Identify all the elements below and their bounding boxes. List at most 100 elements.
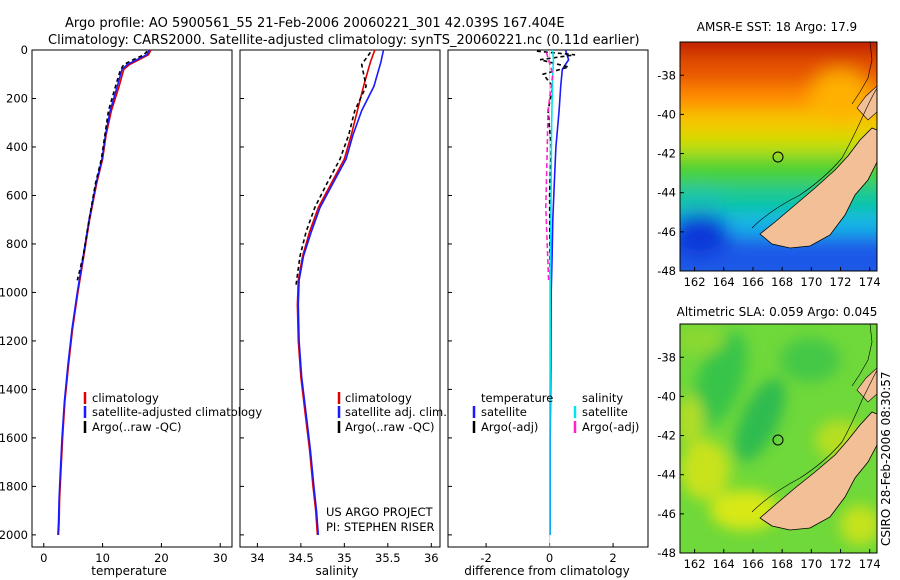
sst-argo-marker xyxy=(772,151,784,163)
temperature-series-argo-raw-qc xyxy=(76,50,148,281)
legend-label-argo: Argo(..raw -QC) xyxy=(345,420,435,434)
sst-lon-label: 166 xyxy=(742,275,764,289)
sst-lon-label: 164 xyxy=(713,275,735,289)
difference-series-salinity-argo-adj xyxy=(544,52,554,281)
difference-axes xyxy=(447,49,649,548)
salinity-xlabel: salinity xyxy=(315,564,358,578)
salinity-legend: climatology satellite adj. clim. Argo(..… xyxy=(337,391,447,434)
difference-series-temperature-argo-adj xyxy=(536,50,576,281)
temperature-xtick-label: 20 xyxy=(154,551,169,565)
sla-lon-label: 166 xyxy=(742,557,764,571)
sla-map-frame xyxy=(679,323,878,554)
temperature-axes xyxy=(31,49,233,548)
salinity-series-satellite-adj-clim xyxy=(297,49,385,535)
sla-north-contour xyxy=(851,324,873,387)
temperature-plot: 0 200 400 600 800 1000 1200 1400 1600 1800 2000 0 10… xyxy=(0,43,228,565)
difference-xtick-label: 0 xyxy=(546,551,553,565)
temperature-ytick-label: 1800 xyxy=(0,479,28,493)
difference-legend: temperature satellite Argo(-adj) salinit… xyxy=(472,391,639,434)
salinity-series-argo-raw-qc xyxy=(294,51,372,288)
sla-lat-label: -38 xyxy=(657,350,676,364)
difference-plot: -2 0 2 xyxy=(448,49,617,565)
sla-north-island xyxy=(856,367,877,403)
temperature-ytick-label: 1200 xyxy=(0,334,28,348)
salinity-xtick-label: 35.5 xyxy=(375,551,401,565)
legend-label-satellite: satellite-adjusted climatology xyxy=(92,405,262,419)
sla-lat-label: -46 xyxy=(657,507,676,521)
salinity-xtick-label: 35 xyxy=(337,551,352,565)
sst-lon-label: 168 xyxy=(771,275,793,289)
sla-map-title: Altimetric SLA: 0.059 Argo: 0.045 xyxy=(677,305,878,319)
sst-south-island xyxy=(759,127,877,249)
temperature-ytick-label: 400 xyxy=(6,140,28,154)
sla-lon-label: 162 xyxy=(684,557,706,571)
salinity-xtick-label: 36 xyxy=(424,551,439,565)
sla-lon-label: 168 xyxy=(771,557,793,571)
legend-label-temp-satellite: satellite xyxy=(481,405,527,419)
sla-lat-label: -40 xyxy=(657,389,676,403)
temperature-ytick-label: 2000 xyxy=(0,528,28,542)
sst-lat-label: -38 xyxy=(657,68,676,82)
sla-lon-label: 174 xyxy=(859,557,881,571)
salinity-axes xyxy=(239,49,441,548)
temperature-ytick-label: 1600 xyxy=(0,431,28,445)
sla-lon-label: 172 xyxy=(830,557,852,571)
temperature-xlabel: temperature xyxy=(91,564,166,578)
legend-label-climatology: climatology xyxy=(345,391,412,405)
difference-xtick-label: 2 xyxy=(609,551,616,565)
difference-series-temperature-satellite xyxy=(549,49,570,535)
credit-timestamp: CSIRO 28-Feb-2006 08:30:57 xyxy=(879,371,893,546)
sst-north-island xyxy=(856,85,877,121)
sst-lat-label: -44 xyxy=(657,186,676,200)
legend-heading-temperature: temperature xyxy=(481,391,553,405)
figure-title-line1: Argo profile: AO 5900561_55 21-Feb-2006 … xyxy=(65,16,565,31)
temperature-ytick-label: 1000 xyxy=(0,285,28,299)
legend-label-salt-argo: Argo(-adj) xyxy=(582,420,639,434)
sla-lon-label: 164 xyxy=(713,557,735,571)
sst-lat-label: -48 xyxy=(657,264,676,278)
temperature-legend: climatology satellite-adjusted climatolo… xyxy=(83,391,262,434)
pi-annotation: PI: STEPHEN RISER xyxy=(326,520,435,534)
sla-lat-label: -48 xyxy=(657,546,676,560)
sla-lat-label: -42 xyxy=(657,429,676,443)
sla-shelf-contour xyxy=(751,369,877,513)
temperature-series-climatology xyxy=(57,49,152,535)
sst-lon-label: 172 xyxy=(830,275,852,289)
sst-map-axes: -38 -40 -42 -44 -46 -48 162 164 166 168 170 172 174 xyxy=(657,68,880,289)
sst-lat-label: -40 xyxy=(657,107,676,121)
difference-xtick-label: -2 xyxy=(480,551,491,565)
sla-lat-label: -44 xyxy=(657,468,676,482)
legend-label-climatology: climatology xyxy=(92,391,159,405)
sst-lat-label: -42 xyxy=(657,147,676,161)
salinity-series-climatology xyxy=(296,49,376,535)
sla-south-island xyxy=(759,411,877,531)
salinity-plot: 34 34.5 35 35.5 36 xyxy=(240,49,439,565)
legend-heading-salinity: salinity xyxy=(582,391,623,405)
sst-lat-label: -46 xyxy=(657,225,676,239)
temperature-ytick-label: 0 xyxy=(21,43,28,57)
temperature-ytick-label: 800 xyxy=(6,237,28,251)
sst-north-contour xyxy=(851,42,873,105)
legend-label-argo: Argo(..raw -QC) xyxy=(92,420,182,434)
sla-lon-label: 170 xyxy=(800,557,822,571)
sst-lon-label: 162 xyxy=(684,275,706,289)
difference-xlabel: difference from climatology xyxy=(464,564,630,578)
legend-label-salt-satellite: satellite xyxy=(582,405,628,419)
temperature-xtick-label: 0 xyxy=(40,551,47,565)
temperature-series-satellite-adjusted-climatology xyxy=(57,49,151,535)
sla-argo-marker xyxy=(772,434,784,446)
temperature-xtick-label: 10 xyxy=(95,551,110,565)
sst-map-title: AMSR-E SST: 18 Argo: 17.9 xyxy=(697,20,857,34)
temperature-ytick-label: 600 xyxy=(6,188,28,202)
sla-map-axes: -38 -40 -42 -44 -46 -48 162 164 166 168 170 172 174 xyxy=(657,350,880,571)
temperature-ytick-label: 1400 xyxy=(0,382,28,396)
figure-title-line2: Climatology: CARS2000. Satellite-adjuste… xyxy=(48,33,640,48)
temperature-ytick-label: 200 xyxy=(6,91,28,105)
sst-map xyxy=(680,42,877,271)
legend-label-satellite: satellite adj. clim. xyxy=(345,405,447,419)
sst-lon-label: 174 xyxy=(859,275,881,289)
sst-lon-label: 170 xyxy=(800,275,822,289)
difference-series-salinity-satellite xyxy=(549,49,555,535)
project-annotation: US ARGO PROJECT xyxy=(326,505,434,519)
